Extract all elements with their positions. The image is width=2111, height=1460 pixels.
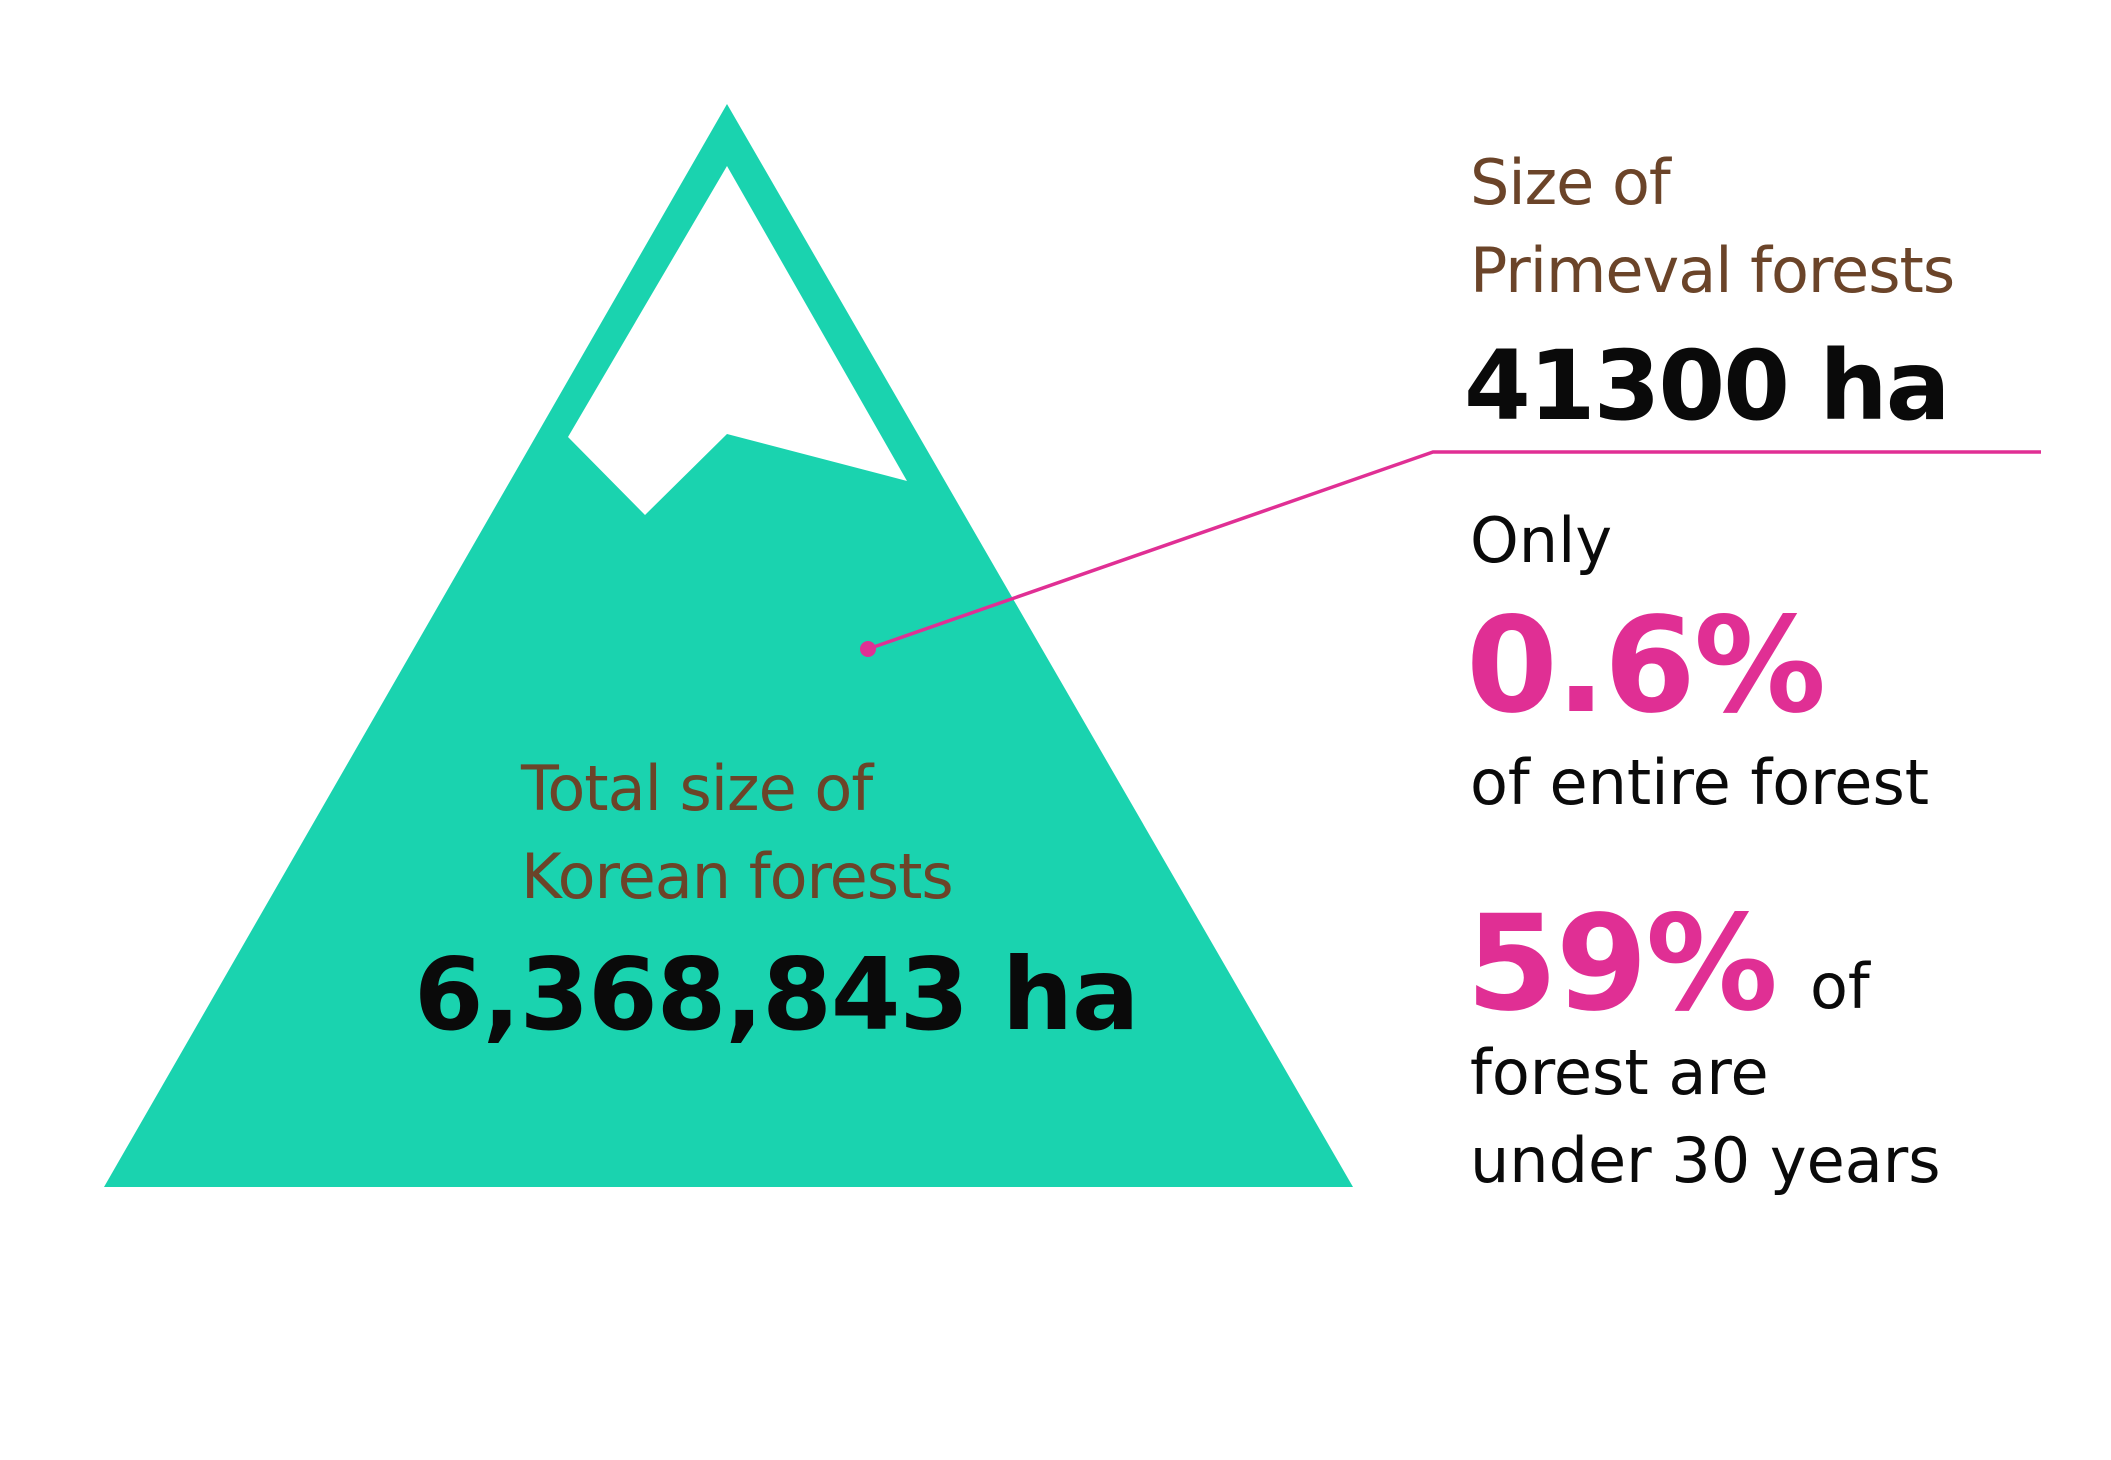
primeval-forest-value: 41300 ha: [1464, 330, 1951, 442]
mountain-shape: [104, 104, 1353, 1187]
young-forest-percentage: 59%: [1466, 887, 1778, 1041]
snow-cap: [568, 166, 907, 515]
young-forest-of: of: [1810, 950, 1870, 1023]
young-forest-description: forest are: [1470, 1036, 1769, 1109]
callout-leader-line: [867, 450, 2041, 651]
callout-dot: [860, 641, 876, 657]
total-forest-value: 6,368,843 ha: [414, 936, 1140, 1053]
share-prefix: Only: [1470, 504, 1613, 577]
total-forest-label: Total size of: [521, 752, 873, 825]
primeval-forest-label-line2: Primeval forests: [1470, 234, 1955, 307]
share-percentage: 0.6%: [1466, 589, 1826, 743]
share-description: of entire forest: [1470, 746, 1930, 819]
young-forest-description-line2: under 30 years: [1470, 1124, 1941, 1197]
primeval-forest-label: Size of: [1470, 146, 1671, 219]
total-forest-label-line2: Korean forests: [521, 840, 954, 913]
